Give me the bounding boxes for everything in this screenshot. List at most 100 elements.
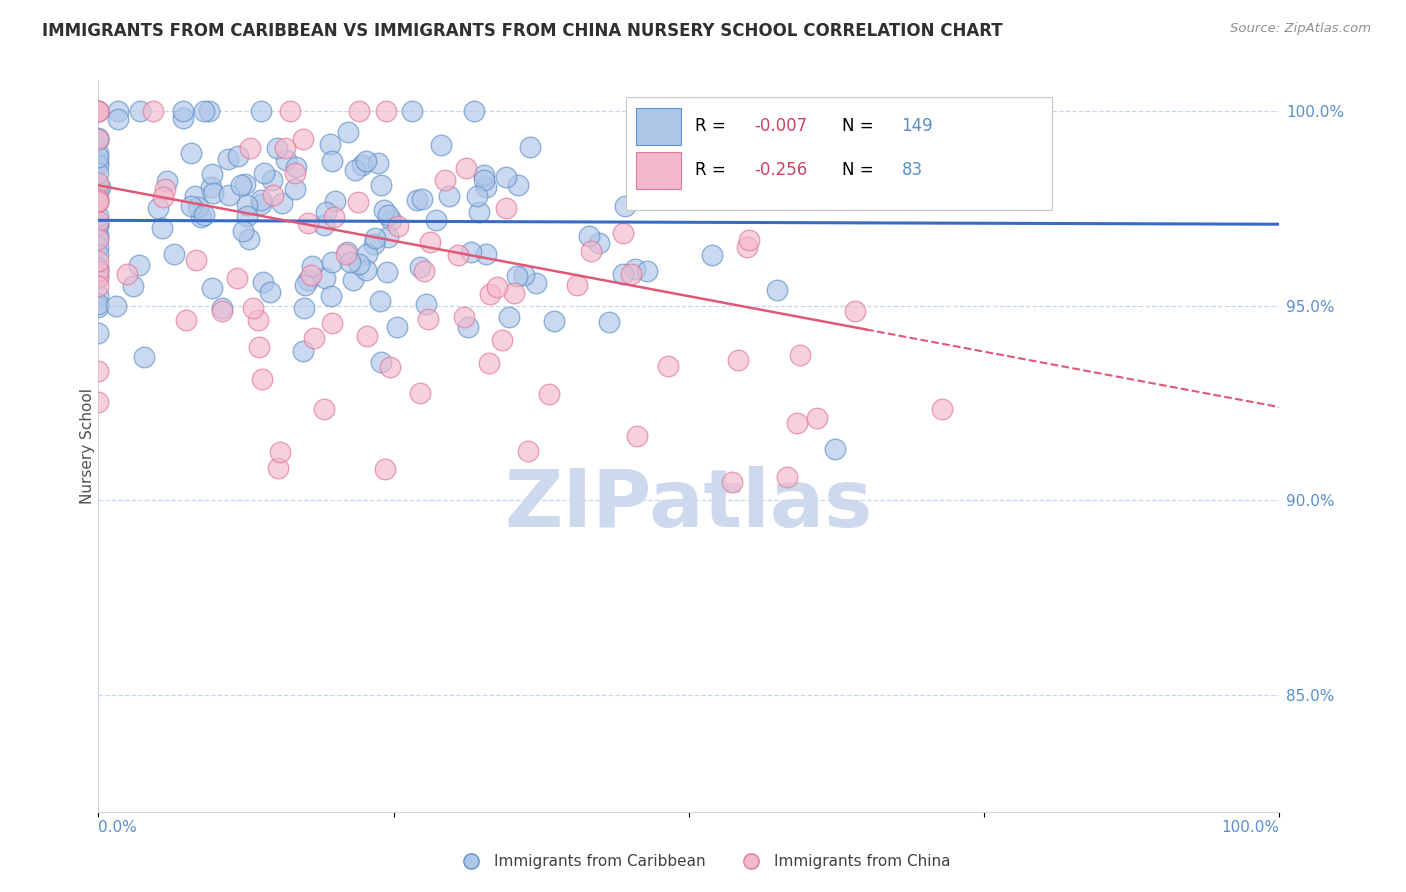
Point bbox=[152, 190, 174, 204]
Point bbox=[415, 297, 437, 311]
Point bbox=[180, 145, 202, 160]
Point bbox=[620, 267, 643, 281]
Point bbox=[297, 273, 319, 287]
Point bbox=[323, 194, 346, 208]
Point bbox=[630, 104, 652, 119]
Point bbox=[184, 189, 207, 203]
Text: ZIPatlas: ZIPatlas bbox=[505, 466, 873, 543]
Point bbox=[89, 180, 111, 194]
Point bbox=[201, 281, 224, 295]
Point bbox=[87, 263, 110, 277]
Point bbox=[184, 253, 207, 268]
Point bbox=[250, 193, 273, 207]
Point bbox=[657, 359, 679, 374]
Point bbox=[409, 386, 432, 401]
Point bbox=[302, 331, 325, 345]
Point bbox=[193, 208, 215, 222]
Point bbox=[354, 153, 377, 168]
Point bbox=[356, 328, 378, 343]
Point bbox=[266, 141, 288, 155]
Text: Source: ZipAtlas.com: Source: ZipAtlas.com bbox=[1230, 22, 1371, 36]
Point bbox=[495, 201, 517, 215]
Point bbox=[259, 285, 281, 299]
Point bbox=[146, 201, 169, 215]
Point bbox=[87, 193, 110, 207]
Point bbox=[377, 230, 399, 244]
Point bbox=[150, 221, 173, 235]
Point bbox=[193, 104, 215, 119]
Text: N =: N = bbox=[842, 118, 879, 136]
Point bbox=[107, 104, 129, 119]
Point bbox=[267, 461, 290, 475]
Point bbox=[87, 395, 110, 409]
Point bbox=[87, 278, 110, 293]
Point bbox=[270, 195, 292, 210]
Point bbox=[765, 284, 787, 298]
Point bbox=[156, 174, 179, 188]
Point bbox=[700, 248, 723, 262]
Point bbox=[336, 244, 359, 259]
Point bbox=[478, 356, 501, 370]
Point bbox=[453, 310, 475, 324]
Point bbox=[321, 255, 343, 269]
Text: R =: R = bbox=[695, 118, 731, 136]
Point bbox=[232, 224, 254, 238]
Point bbox=[370, 355, 392, 369]
Point bbox=[468, 204, 491, 219]
Point bbox=[385, 320, 408, 334]
Point bbox=[588, 236, 610, 251]
Point bbox=[87, 131, 110, 145]
Point bbox=[238, 232, 260, 246]
Point bbox=[322, 210, 344, 224]
Point bbox=[87, 145, 110, 160]
Point bbox=[172, 111, 194, 125]
Point bbox=[236, 198, 259, 212]
Point bbox=[226, 271, 249, 285]
Point bbox=[478, 287, 501, 301]
Point bbox=[292, 344, 315, 359]
Point bbox=[252, 372, 274, 386]
Point bbox=[437, 189, 460, 203]
Point bbox=[87, 104, 110, 119]
Point bbox=[349, 257, 371, 271]
Point bbox=[129, 104, 152, 119]
Text: 0.0%: 0.0% bbox=[98, 820, 138, 835]
Point bbox=[786, 417, 808, 431]
Point bbox=[508, 178, 530, 192]
Point bbox=[87, 326, 110, 340]
Point bbox=[87, 230, 110, 244]
Point bbox=[87, 214, 110, 228]
Point bbox=[565, 278, 588, 293]
Point bbox=[498, 310, 520, 325]
Point bbox=[347, 104, 370, 119]
Point bbox=[200, 180, 222, 194]
Point bbox=[87, 300, 110, 314]
Point bbox=[247, 340, 270, 354]
Point bbox=[217, 153, 239, 167]
Point bbox=[190, 210, 212, 224]
Point bbox=[163, 247, 186, 261]
Point bbox=[87, 287, 110, 301]
Point bbox=[314, 270, 336, 285]
Point bbox=[412, 264, 434, 278]
Point bbox=[374, 461, 396, 475]
Point bbox=[337, 125, 360, 139]
Point bbox=[87, 179, 110, 194]
Point bbox=[321, 317, 343, 331]
Point bbox=[87, 270, 110, 285]
Point bbox=[312, 218, 335, 232]
Point bbox=[612, 227, 634, 241]
Point bbox=[253, 166, 276, 180]
Point bbox=[627, 104, 650, 119]
Point bbox=[824, 442, 846, 456]
Point bbox=[524, 276, 547, 290]
Point bbox=[87, 297, 110, 311]
Point bbox=[87, 261, 110, 276]
Point bbox=[198, 104, 221, 119]
Point bbox=[115, 267, 138, 281]
Point bbox=[276, 153, 298, 168]
Point bbox=[301, 268, 323, 282]
Point bbox=[252, 276, 274, 290]
Point bbox=[373, 202, 395, 217]
Text: 149: 149 bbox=[901, 118, 934, 136]
